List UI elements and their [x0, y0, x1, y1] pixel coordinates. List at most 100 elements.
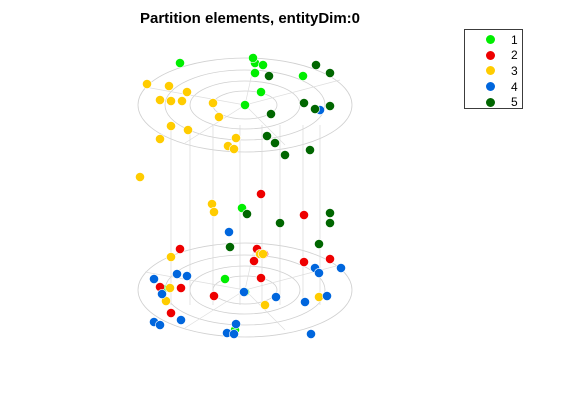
point-partition-4-9: [239, 287, 249, 297]
point-partition-3-18: [166, 252, 176, 262]
point-partition-3-1: [164, 81, 174, 91]
legend-label-5: 5: [511, 95, 518, 110]
point-partition-1-6: [250, 68, 260, 78]
point-partition-5-3: [266, 109, 276, 119]
point-partition-3-4: [166, 96, 176, 106]
point-partition-1-5: [298, 71, 308, 81]
point-partition-2-6: [256, 273, 266, 283]
wire-spoke-0-1: [184, 104, 246, 144]
scatter-points: [135, 53, 346, 339]
legend-marker-2: [486, 50, 495, 60]
point-partition-4-1: [224, 227, 234, 237]
point-partition-3-19: [258, 249, 268, 259]
point-partition-5-6: [325, 101, 335, 111]
point-partition-3-7: [214, 112, 224, 122]
legend-item-2[interactable]: 2: [471, 48, 522, 64]
point-partition-4-7: [149, 274, 159, 284]
point-partition-3-22: [260, 300, 270, 310]
wire-spoke-0-2: [244, 104, 286, 146]
wire-ring-top-0: [137, 57, 353, 153]
point-partition-2-10: [176, 283, 186, 293]
point-partition-5-5: [310, 104, 320, 114]
point-partition-5-9: [280, 150, 290, 160]
wire-ring-top-1: [164, 69, 326, 141]
point-partition-3-20: [165, 283, 175, 293]
legend-item-4[interactable]: 4: [471, 79, 522, 95]
legend-label-2: 2: [511, 48, 518, 63]
point-partition-5-15: [314, 239, 324, 249]
legend[interactable]: 1 2 3 4 5: [464, 29, 523, 109]
point-partition-3-10: [155, 134, 165, 144]
point-partition-5-12: [325, 218, 335, 228]
legend-marker-1: [486, 35, 495, 45]
point-partition-5-8: [270, 138, 280, 148]
point-partition-1-0: [175, 58, 185, 68]
point-partition-2-0: [256, 189, 266, 199]
point-partition-3-0: [142, 79, 152, 89]
point-partition-5-13: [242, 209, 252, 219]
point-partition-5-1: [325, 68, 335, 78]
point-partition-4-8: [157, 289, 167, 299]
point-partition-3-13: [229, 144, 239, 154]
point-partition-5-14: [275, 218, 285, 228]
point-partition-5-7: [262, 131, 272, 141]
point-partition-2-8: [325, 254, 335, 264]
point-partition-4-13: [176, 315, 186, 325]
point-partition-3-6: [208, 98, 218, 108]
wire-spoke-1-4: [244, 244, 256, 291]
point-partition-4-15: [155, 320, 165, 330]
legend-marker-4: [486, 82, 495, 92]
point-partition-2-7: [299, 257, 309, 267]
point-partition-2-5: [249, 256, 259, 266]
point-partition-2-1: [299, 210, 309, 220]
point-partition-3-11: [231, 133, 241, 143]
point-partition-5-0: [311, 60, 321, 70]
point-partition-4-18: [229, 329, 239, 339]
wire-spoke-1-0: [144, 271, 246, 291]
point-partition-4-19: [306, 329, 316, 339]
point-partition-4-10: [271, 292, 281, 302]
legend-marker-5: [486, 97, 495, 107]
point-partition-2-2: [175, 244, 185, 254]
point-partition-3-14: [135, 172, 145, 182]
point-partition-4-5: [314, 268, 324, 278]
point-partition-5-10: [305, 145, 315, 155]
point-partition-1-8: [220, 274, 230, 284]
legend-item-5[interactable]: 5: [471, 94, 522, 110]
chart-title: Partition elements, entityDim:0: [139, 10, 361, 27]
point-partition-4-12: [300, 297, 310, 307]
wire-spoke-1-2: [244, 289, 286, 331]
point-partition-1-4: [256, 87, 266, 97]
wire-ring-bottom-0: [137, 242, 353, 338]
point-partition-3-3: [155, 95, 165, 105]
point-partition-1-3: [240, 100, 250, 110]
point-partition-4-11: [322, 291, 332, 301]
legend-item-1[interactable]: 1: [471, 32, 522, 48]
point-partition-1-2: [258, 60, 268, 70]
point-partition-5-16: [225, 242, 235, 252]
point-partition-3-8: [166, 121, 176, 131]
legend-label-1: 1: [511, 32, 518, 47]
point-partition-3-9: [183, 125, 193, 135]
point-partition-4-2: [172, 269, 182, 279]
point-partition-4-6: [336, 263, 346, 273]
point-partition-4-16: [231, 319, 241, 329]
wire-spoke-1-1: [184, 289, 246, 329]
point-partition-5-4: [299, 98, 309, 108]
wire-spoke-0-3: [244, 79, 341, 106]
point-partition-5-2: [264, 71, 274, 81]
partition-wireframe: [137, 57, 353, 338]
point-partition-3-16: [209, 207, 219, 217]
legend-label-3: 3: [511, 63, 518, 78]
point-partition-5-11: [325, 208, 335, 218]
legend-marker-3: [486, 66, 495, 76]
legend-item-3[interactable]: 3: [471, 63, 522, 79]
wire-spoke-0-0: [144, 86, 246, 106]
point-partition-3-15: [207, 199, 217, 209]
point-partition-3-2: [182, 87, 192, 97]
legend-label-4: 4: [511, 79, 518, 94]
point-partition-2-12: [166, 308, 176, 318]
point-partition-2-11: [209, 291, 219, 301]
